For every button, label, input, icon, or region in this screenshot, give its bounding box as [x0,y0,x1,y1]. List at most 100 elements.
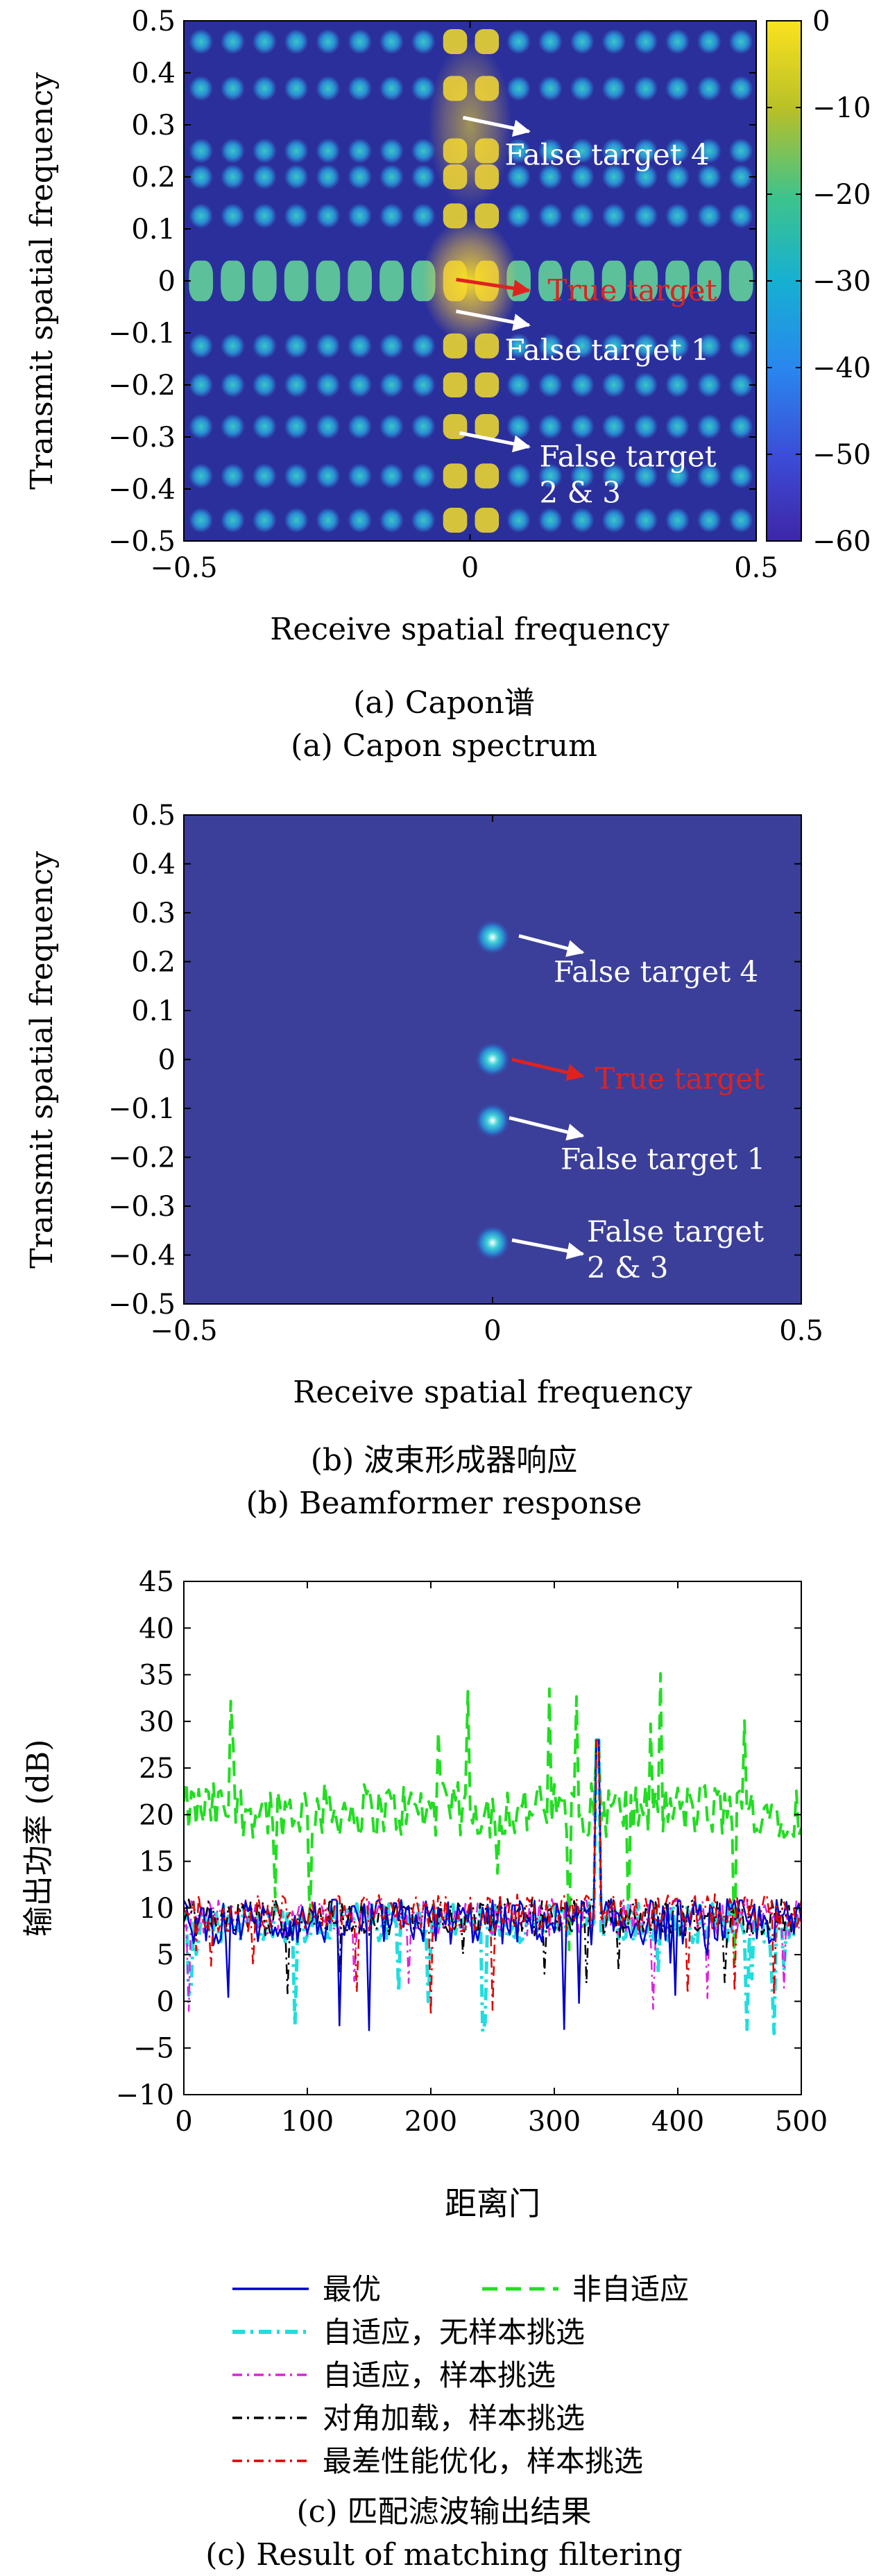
spectrum-cell [379,463,404,489]
spectrum-cell [728,164,753,189]
capon-spectrum-blobs [189,29,753,533]
spectrum-cell [189,203,214,229]
spectrum-cell [665,372,690,397]
colorbar-tick-label: −10 [812,92,871,124]
spectrum-cell [253,372,277,397]
spectrum-cell [697,508,722,533]
spectrum-cell [601,414,626,439]
spectrum-cell [665,29,690,54]
spectrum-cell [601,372,626,397]
y-tick-label: 0.2 [131,162,176,194]
spectrum-cell [284,29,309,54]
spectrum-cell [316,164,341,189]
spectrum-cell [189,76,214,101]
spectrum-cell [538,203,563,229]
annotation-label-line2: 2 & 3 [540,475,622,509]
series-line [184,1739,801,1995]
x-tick-label: 0.5 [779,1315,823,1347]
spectrum-cell [633,164,658,189]
spectrum-cell [697,76,722,101]
y-tick-label: 35 [139,1660,174,1692]
spectrum-cell [697,333,722,359]
y-tick-label: −10 [116,2079,174,2111]
spectrum-cell [348,29,373,54]
spectrum-cell [475,372,500,397]
spectrum-cell [411,414,436,439]
capon-spectrum-panel: 0.5 0.4 0.3 0.2 0.1 0 −0.1 −0.2 −0.3 −0.4 −0.5−0.5… [24,6,871,764]
spectrum-cell [633,333,658,359]
matching-series-lines [184,1672,801,2036]
spectrum-cell [728,138,753,164]
beamformer-y-axis-label: Transmit spatial frequency [24,851,60,1269]
spectrum-cell [728,76,753,101]
y-tick-label: 10 [139,1893,174,1925]
y-tick-label: 40 [139,1613,174,1645]
spectrum-cell [633,414,658,439]
y-tick-label: 0.3 [131,898,176,929]
y-tick-label: −5 [133,2033,174,2065]
spectrum-cell [665,414,690,439]
spectrum-cell [221,508,245,533]
x-tick-label: 500 [775,2106,828,2138]
annotation-label-line2: 2 & 3 [587,1251,669,1285]
y-tick-label: −0.5 [108,526,176,558]
spectrum-cell [189,29,214,54]
spectrum-cell [411,333,436,359]
beamformer-caption-en: (b) Beamformer response [246,1486,642,1521]
spectrum-cell [728,372,753,397]
annotation-label: False target 1 [561,1142,765,1176]
spectrum-cell [379,138,404,164]
spectrum-cell [475,414,500,439]
spectrum-cell [348,463,373,489]
spectrum-cell [221,333,245,359]
spectrum-cell [538,463,563,489]
spectrum-cell [601,76,626,101]
spectrum-cell [316,372,341,397]
spectrum-cell [189,164,214,189]
spectrum-cell [253,164,277,189]
colorbar-tick-label: −40 [812,352,871,384]
spectrum-cell [348,138,373,164]
spectrum-cell [253,138,277,164]
capon-caption-en: (a) Capon spectrum [291,728,597,764]
matching-y-axis-label: 输出功率 (dB) [21,1740,56,1937]
annotation-arrow [456,309,531,331]
spectrum-cell [506,372,531,397]
matching-legend: 最优 非自适应自适应，无样本挑选自适应，样本挑选对角加载，样本挑选最差性能优化，样… [232,2272,689,2478]
spectrum-cell [221,164,245,189]
spectrum-cell [348,372,373,397]
y-tick-label: 0 [157,1986,174,2018]
spectrum-cell [633,76,658,101]
beam-peak [475,1102,511,1139]
spectrum-cell [601,138,626,164]
spectrum-cell [348,203,373,229]
spectrum-cell [728,508,753,533]
spectrum-cell [570,203,595,229]
spectrum-cell [284,260,309,302]
spectrum-cell [538,260,563,302]
spectrum-cell [538,76,563,101]
annotation-arrow [456,277,531,297]
spectrum-cell [189,138,214,164]
spectrum-cell [284,138,309,164]
spectrum-cell [601,333,626,359]
y-tick-label: 0.3 [131,110,176,141]
annotation-arrow [511,1058,585,1081]
spectrum-cell [443,508,468,533]
spectrum-cell [728,463,753,489]
spectrum-cell [506,138,531,164]
spectrum-cell [570,508,595,533]
spectrum-cell [348,333,373,359]
spectrum-cell [665,333,690,359]
spectrum-cell [697,164,722,189]
beamformer-axis-ticks: 0.5 0.4 0.3 0.2 0.1 0 −0.1 −0.2 −0.3 −0.4 −0.5−0.5… [108,800,823,1347]
x-tick-label: 300 [528,2106,581,2138]
x-tick-label: −0.5 [150,1315,217,1347]
spectrum-cell [284,76,309,101]
spectrum-cell [633,138,658,164]
annotation-arrow [462,116,531,137]
x-tick-label: 100 [281,2106,334,2138]
spectrum-cell [633,508,658,533]
spectrum-cell [538,138,563,164]
